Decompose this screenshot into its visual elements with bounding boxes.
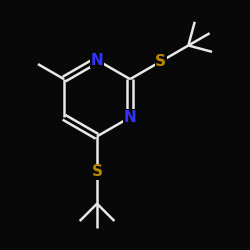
Text: N: N <box>124 110 136 125</box>
Text: N: N <box>91 52 104 68</box>
Text: S: S <box>155 54 166 69</box>
Text: S: S <box>92 164 102 179</box>
